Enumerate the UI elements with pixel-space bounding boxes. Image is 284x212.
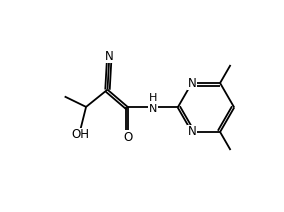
Text: H
N: H N [149,93,157,114]
Text: N: N [187,77,196,89]
Text: N: N [105,50,113,63]
Text: OH: OH [72,128,90,141]
Text: O: O [124,131,133,144]
Text: N: N [187,126,196,138]
